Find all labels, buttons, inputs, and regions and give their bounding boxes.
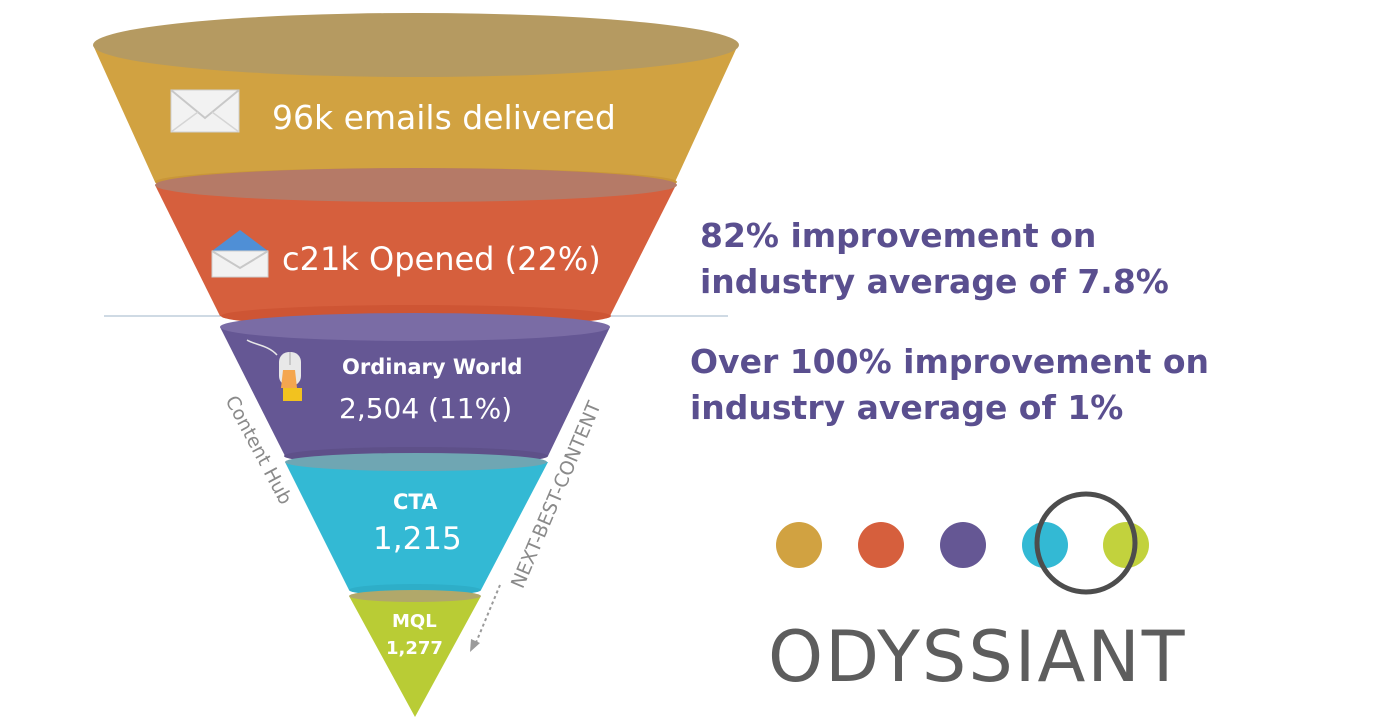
mouse-click-icon [246, 339, 302, 401]
stage-cta-value: 1,215 [373, 521, 462, 557]
brand-dot-orange [858, 522, 904, 568]
stage-opened-rim [155, 168, 677, 202]
stage-cta-title: CTA [393, 490, 438, 514]
envelope-open-icon [211, 230, 269, 278]
callout-clicks: Over 100% improvement on industry averag… [690, 339, 1209, 431]
stage-ordinary-world-value: 2,504 (11%) [339, 392, 513, 425]
funnel-top-rim [93, 13, 739, 77]
funnel-stage-cta [285, 453, 548, 596]
callout-opened: 82% improvement on industry average of 7… [700, 213, 1169, 305]
callout-clicks-line1: Over 100% improvement on [690, 342, 1209, 381]
stage-opened-label: c21k Opened (22%) [282, 240, 601, 278]
brand-logo-mark [776, 491, 1149, 595]
envelope-closed-icon [170, 89, 240, 133]
stage-cta-rim [285, 453, 547, 471]
brand-ring [1034, 491, 1138, 595]
stage-mql-value: 1,277 [386, 638, 443, 659]
callout-clicks-line2: industry average of 1% [690, 388, 1124, 427]
next-best-content-arrow [470, 584, 501, 652]
stage-ordinary-world-title: Ordinary World [342, 355, 523, 379]
brand-wordmark: ODYSSIANT [768, 616, 1187, 698]
callout-opened-line1: 82% improvement on [700, 216, 1097, 255]
funnel-stage-mql [349, 590, 481, 717]
brand-dot-purple [940, 522, 986, 568]
stage-mql-title: MQL [392, 611, 437, 632]
brand-dot-cyan [1022, 522, 1068, 568]
stage-mql-rim [349, 590, 481, 602]
brand-dot-gold [776, 522, 822, 568]
stage-emails-label: 96k emails delivered [272, 98, 616, 137]
funnel-stage-opened [155, 168, 677, 327]
stage-ordinary-rim [220, 313, 610, 341]
callout-opened-line2: industry average of 7.8% [700, 262, 1169, 301]
funnel-stage-ordinary-world [220, 313, 610, 465]
brand-dot-lime [1103, 522, 1149, 568]
